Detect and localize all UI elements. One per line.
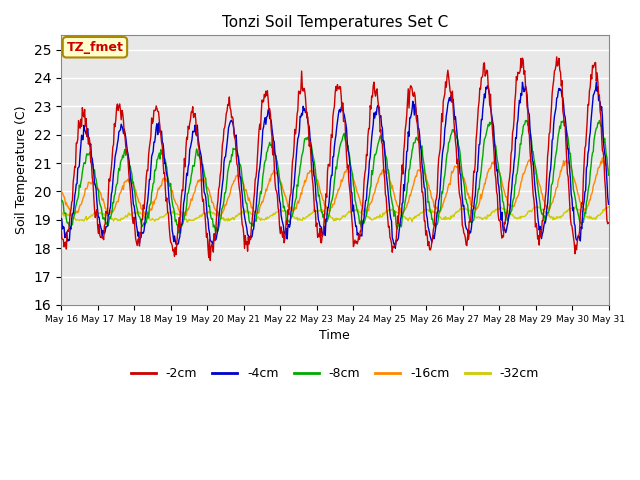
Y-axis label: Soil Temperature (C): Soil Temperature (C) — [15, 106, 28, 234]
Title: Tonzi Soil Temperatures Set C: Tonzi Soil Temperatures Set C — [221, 15, 448, 30]
Text: TZ_fmet: TZ_fmet — [67, 41, 124, 54]
Legend: -2cm, -4cm, -8cm, -16cm, -32cm: -2cm, -4cm, -8cm, -16cm, -32cm — [125, 362, 544, 385]
X-axis label: Time: Time — [319, 329, 350, 342]
